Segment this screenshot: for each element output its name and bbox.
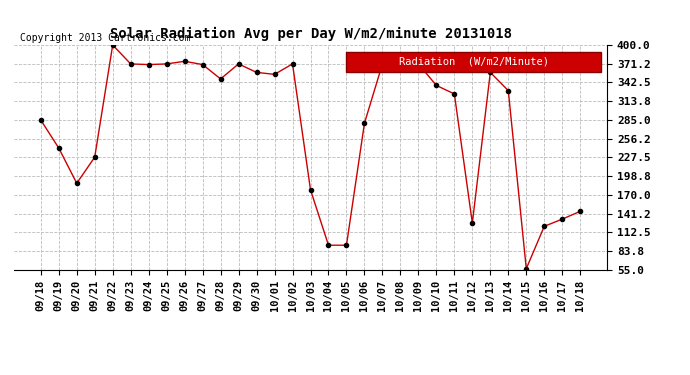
- Title: Solar Radiation Avg per Day W/m2/minute 20131018: Solar Radiation Avg per Day W/m2/minute …: [110, 27, 511, 41]
- FancyBboxPatch shape: [346, 52, 601, 72]
- Text: Radiation  (W/m2/Minute): Radiation (W/m2/Minute): [399, 57, 549, 67]
- Text: Copyright 2013 Cartronics.com: Copyright 2013 Cartronics.com: [20, 33, 190, 43]
